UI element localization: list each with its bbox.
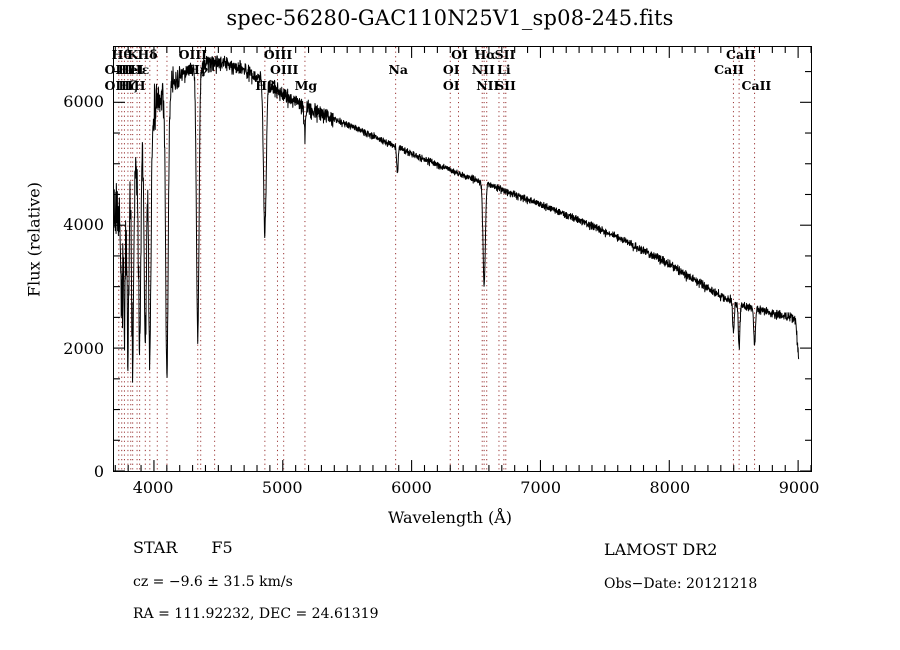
spectral-line-label: Hδ <box>137 47 158 62</box>
obs-date: Obs−Date: 20121218 <box>604 576 758 592</box>
x-tick-label: 8000 <box>649 478 691 497</box>
spectral-line-label: CaII <box>726 47 756 62</box>
figure-title: spec-56280-GAC110N25V1_sp08-245.fits <box>226 6 674 30</box>
spectral-line-label: HeI <box>117 62 144 77</box>
line-marker-group <box>118 47 756 471</box>
y-axis-label: Flux (relative) <box>24 182 44 297</box>
y-tick-label: 6000 <box>63 91 104 111</box>
spectral-line-label: OIII <box>104 78 133 93</box>
spectral-line-label: NII <box>476 78 500 93</box>
y-tick-label: 0 <box>93 462 104 481</box>
y-tick-label: 4000 <box>63 215 104 235</box>
spectral-line-label: Hγ <box>187 62 208 77</box>
x-tick-label: 7000 <box>520 478 562 497</box>
x-tick-label: 9000 <box>778 478 820 497</box>
y-tick-label: 2000 <box>63 338 104 358</box>
spectral-line-label: OI <box>451 47 468 62</box>
spectral-line-label: OIII <box>263 47 293 62</box>
spectral-line-label: SII <box>494 47 516 62</box>
spectral-line-label: SII <box>495 78 516 93</box>
spectral-line-label: Hα <box>474 47 496 62</box>
spectral-line-label: Hζ <box>118 78 138 93</box>
spectral-line-label: NII <box>471 62 495 77</box>
spectral-line-label: Na <box>388 62 409 77</box>
spectral-line-label: OIII <box>178 47 208 62</box>
plot-area: Hθ K Hδ OIII OIII CaII OIII HeI Hε Hγ OIII Na NII Li C… <box>105 46 812 472</box>
spectral-line-label: Hθ <box>111 47 132 62</box>
x-tick-label: 6000 <box>391 478 432 497</box>
x-axis-label: Wavelength (Å) <box>387 508 513 527</box>
spectral-line-label: CaII <box>741 78 772 93</box>
spectral-line-label: Li <box>497 62 511 77</box>
spectral-line-label: OI <box>442 62 460 77</box>
spectral-line-label: OIII <box>104 62 133 77</box>
spectral-line-label: Hβ <box>255 78 276 93</box>
spectral-line-label: Hε <box>129 62 150 77</box>
spectral-line-label: Mg <box>294 78 318 93</box>
axis-tick-marks <box>114 47 811 471</box>
spectrum-svg <box>114 47 811 471</box>
x-tick-label: 5000 <box>261 478 303 497</box>
spectral-line-label: OIII <box>269 62 299 77</box>
redshift-velocity: cz = −9.6 ± 31.5 km/s <box>133 574 293 590</box>
spectral-line-label: OI <box>442 78 460 93</box>
spectrum-trace <box>114 55 800 383</box>
object-class: STAR F5 <box>133 538 233 557</box>
spectral-line-label: CaII <box>714 62 744 77</box>
x-tick-label: 4000 <box>132 478 174 497</box>
coordinates: RA = 111.92232, DEC = 24.61319 <box>133 606 379 622</box>
spectral-line-label: H <box>133 78 146 93</box>
spectral-line-label: K <box>127 47 139 62</box>
survey-name: LAMOST DR2 <box>604 540 718 559</box>
